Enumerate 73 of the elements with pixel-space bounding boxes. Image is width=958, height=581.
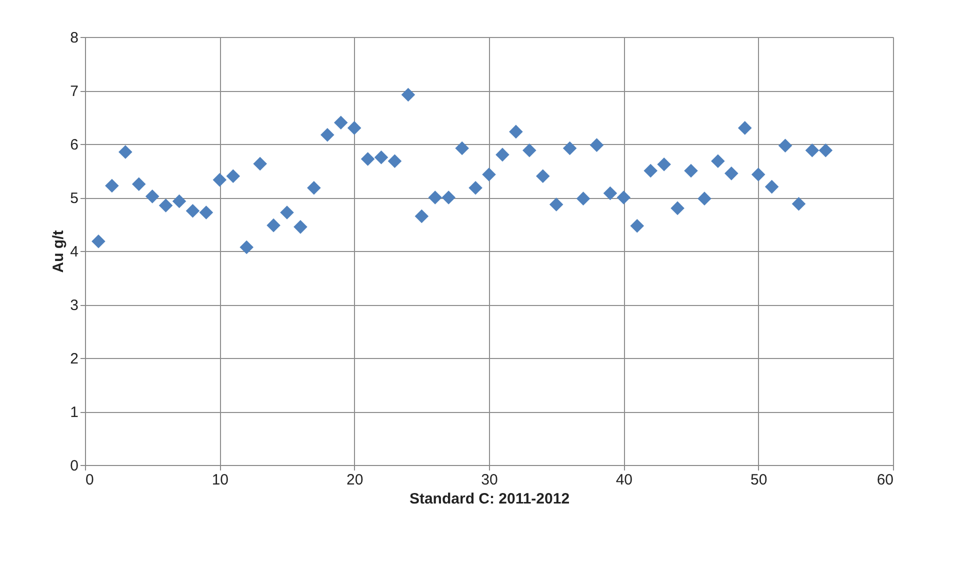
point bbox=[240, 240, 254, 254]
x-axis-title: Standard C: 2011-2012 bbox=[409, 490, 570, 508]
point bbox=[92, 234, 106, 248]
point bbox=[226, 169, 240, 183]
point bbox=[414, 209, 429, 224]
point bbox=[186, 204, 200, 218]
point bbox=[266, 218, 280, 232]
y-tick-label: 8 bbox=[70, 30, 78, 46]
x-tick-label: 20 bbox=[346, 472, 364, 488]
point bbox=[374, 150, 388, 164]
point bbox=[158, 198, 173, 212]
y-tick-label: 6 bbox=[70, 136, 78, 154]
point bbox=[442, 190, 456, 204]
y-tick-label: 4 bbox=[70, 244, 78, 260]
point bbox=[428, 190, 442, 204]
point bbox=[320, 128, 334, 142]
point bbox=[549, 198, 564, 212]
x-tick-label: 40 bbox=[616, 472, 633, 488]
y-tick-label: 0 bbox=[70, 458, 78, 474]
point bbox=[630, 218, 644, 233]
y-tick-label: 7 bbox=[70, 83, 78, 100]
point bbox=[590, 138, 604, 152]
point bbox=[536, 169, 550, 183]
point bbox=[576, 192, 590, 206]
point bbox=[738, 121, 752, 135]
point bbox=[401, 88, 416, 102]
point bbox=[724, 166, 738, 180]
point bbox=[199, 206, 214, 220]
point bbox=[334, 116, 348, 130]
point bbox=[280, 206, 294, 220]
y-tick-label: 2 bbox=[70, 350, 78, 368]
x-tick-label: 60 bbox=[876, 472, 894, 488]
point bbox=[347, 121, 362, 135]
point bbox=[118, 145, 132, 159]
point bbox=[388, 154, 402, 168]
point bbox=[172, 194, 186, 208]
point bbox=[105, 178, 119, 193]
point bbox=[509, 124, 523, 139]
y-tick-label: 1 bbox=[70, 404, 78, 421]
point bbox=[212, 172, 227, 187]
point bbox=[751, 168, 766, 182]
point bbox=[764, 180, 779, 194]
point bbox=[657, 157, 671, 172]
y-tick-label: 5 bbox=[70, 190, 78, 207]
point bbox=[792, 197, 806, 211]
y-axis-title: Au g/t bbox=[50, 230, 68, 273]
point bbox=[145, 190, 160, 204]
x-tick-label: 30 bbox=[481, 472, 498, 488]
point bbox=[698, 192, 712, 206]
point bbox=[522, 144, 536, 158]
point bbox=[616, 190, 631, 204]
point bbox=[294, 220, 308, 234]
point bbox=[711, 154, 725, 168]
point bbox=[684, 164, 698, 178]
point bbox=[455, 141, 469, 156]
point bbox=[253, 156, 267, 171]
point bbox=[496, 148, 510, 162]
point bbox=[482, 168, 496, 182]
point bbox=[818, 144, 833, 158]
point bbox=[132, 177, 146, 192]
point bbox=[670, 201, 684, 216]
point bbox=[778, 138, 792, 152]
point bbox=[603, 186, 618, 200]
point bbox=[468, 180, 482, 195]
point bbox=[360, 152, 375, 166]
x-tick-label: 10 bbox=[212, 472, 229, 488]
x-tick-label: 0 bbox=[86, 472, 94, 488]
point bbox=[562, 141, 577, 156]
point bbox=[805, 144, 820, 158]
point bbox=[307, 180, 321, 195]
y-tick-label: 3 bbox=[70, 297, 78, 314]
x-tick-label: 50 bbox=[750, 472, 768, 488]
point bbox=[644, 164, 658, 178]
